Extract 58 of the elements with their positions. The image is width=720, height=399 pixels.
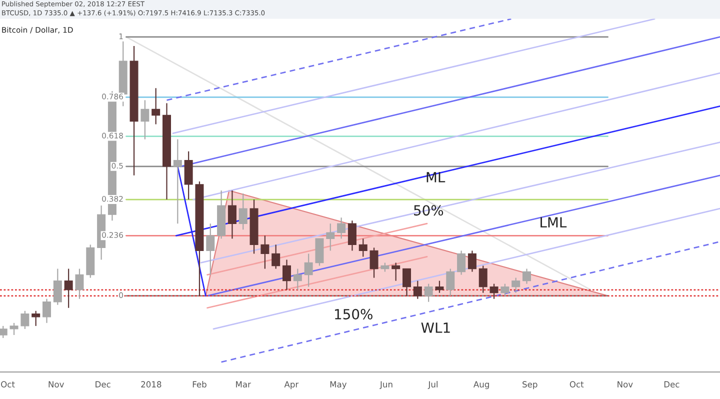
x-tick-label: Dec [96,381,110,388]
candlestick [293,268,302,290]
x-tick-label: Jul [428,381,438,390]
candlestick [42,298,51,324]
candlestick [272,244,280,270]
candlestick [468,250,476,272]
x-tick-label: Nov [618,381,633,388]
x-tick-label: Feb [192,381,206,388]
candlestick [522,268,531,284]
candlestick [512,277,520,294]
candlestick [32,310,40,326]
annotation: LML [540,217,567,228]
candlestick [370,247,378,278]
annotation: 50% [414,205,444,216]
x-tick-label: Jun [380,381,392,390]
candlestick [75,268,84,300]
x-tick-label: May [330,381,347,390]
x-tick-label: Oct [570,381,584,388]
candlestick [413,280,422,300]
x-tick-label: Apr [284,381,299,390]
candlestick [10,322,18,336]
x-tick-label: 2018 [141,381,162,388]
annotation: ML [426,172,446,182]
x-tick-label: Dec [664,381,680,388]
candlestick [206,223,215,276]
annotation: 150% [335,308,372,320]
x-tick-label: Aug [473,381,489,390]
candlestick [337,217,346,240]
candlestick [238,192,248,230]
annotation: WL1 [421,322,450,333]
candlestick [0,325,8,339]
candlestick [457,250,466,276]
x-tick-label: Mar [236,381,251,388]
candlestick [20,310,30,330]
candlestick [326,223,335,252]
candlestick [490,283,498,300]
candlestick [500,283,510,296]
candlestick [392,262,400,282]
candlestick [424,283,433,302]
candlestick [64,268,73,308]
candlestick [228,190,236,240]
candlestick [358,238,368,258]
candlestick [478,265,488,294]
candlestick [402,268,411,296]
candlestick [140,100,150,140]
candlestick [173,138,182,224]
candlestick [348,220,356,252]
candlestick [380,262,390,272]
candlestick [152,88,160,125]
candlestick [435,280,444,294]
x-tick-label: Nov [48,381,64,388]
candlestick [304,253,313,288]
candlestick [282,259,291,290]
candlestick [446,268,455,296]
candlestick [53,268,62,306]
candlestick [260,235,270,270]
x-tick-label: Sep [522,381,538,390]
x-tick-label: Oct [1,381,15,388]
